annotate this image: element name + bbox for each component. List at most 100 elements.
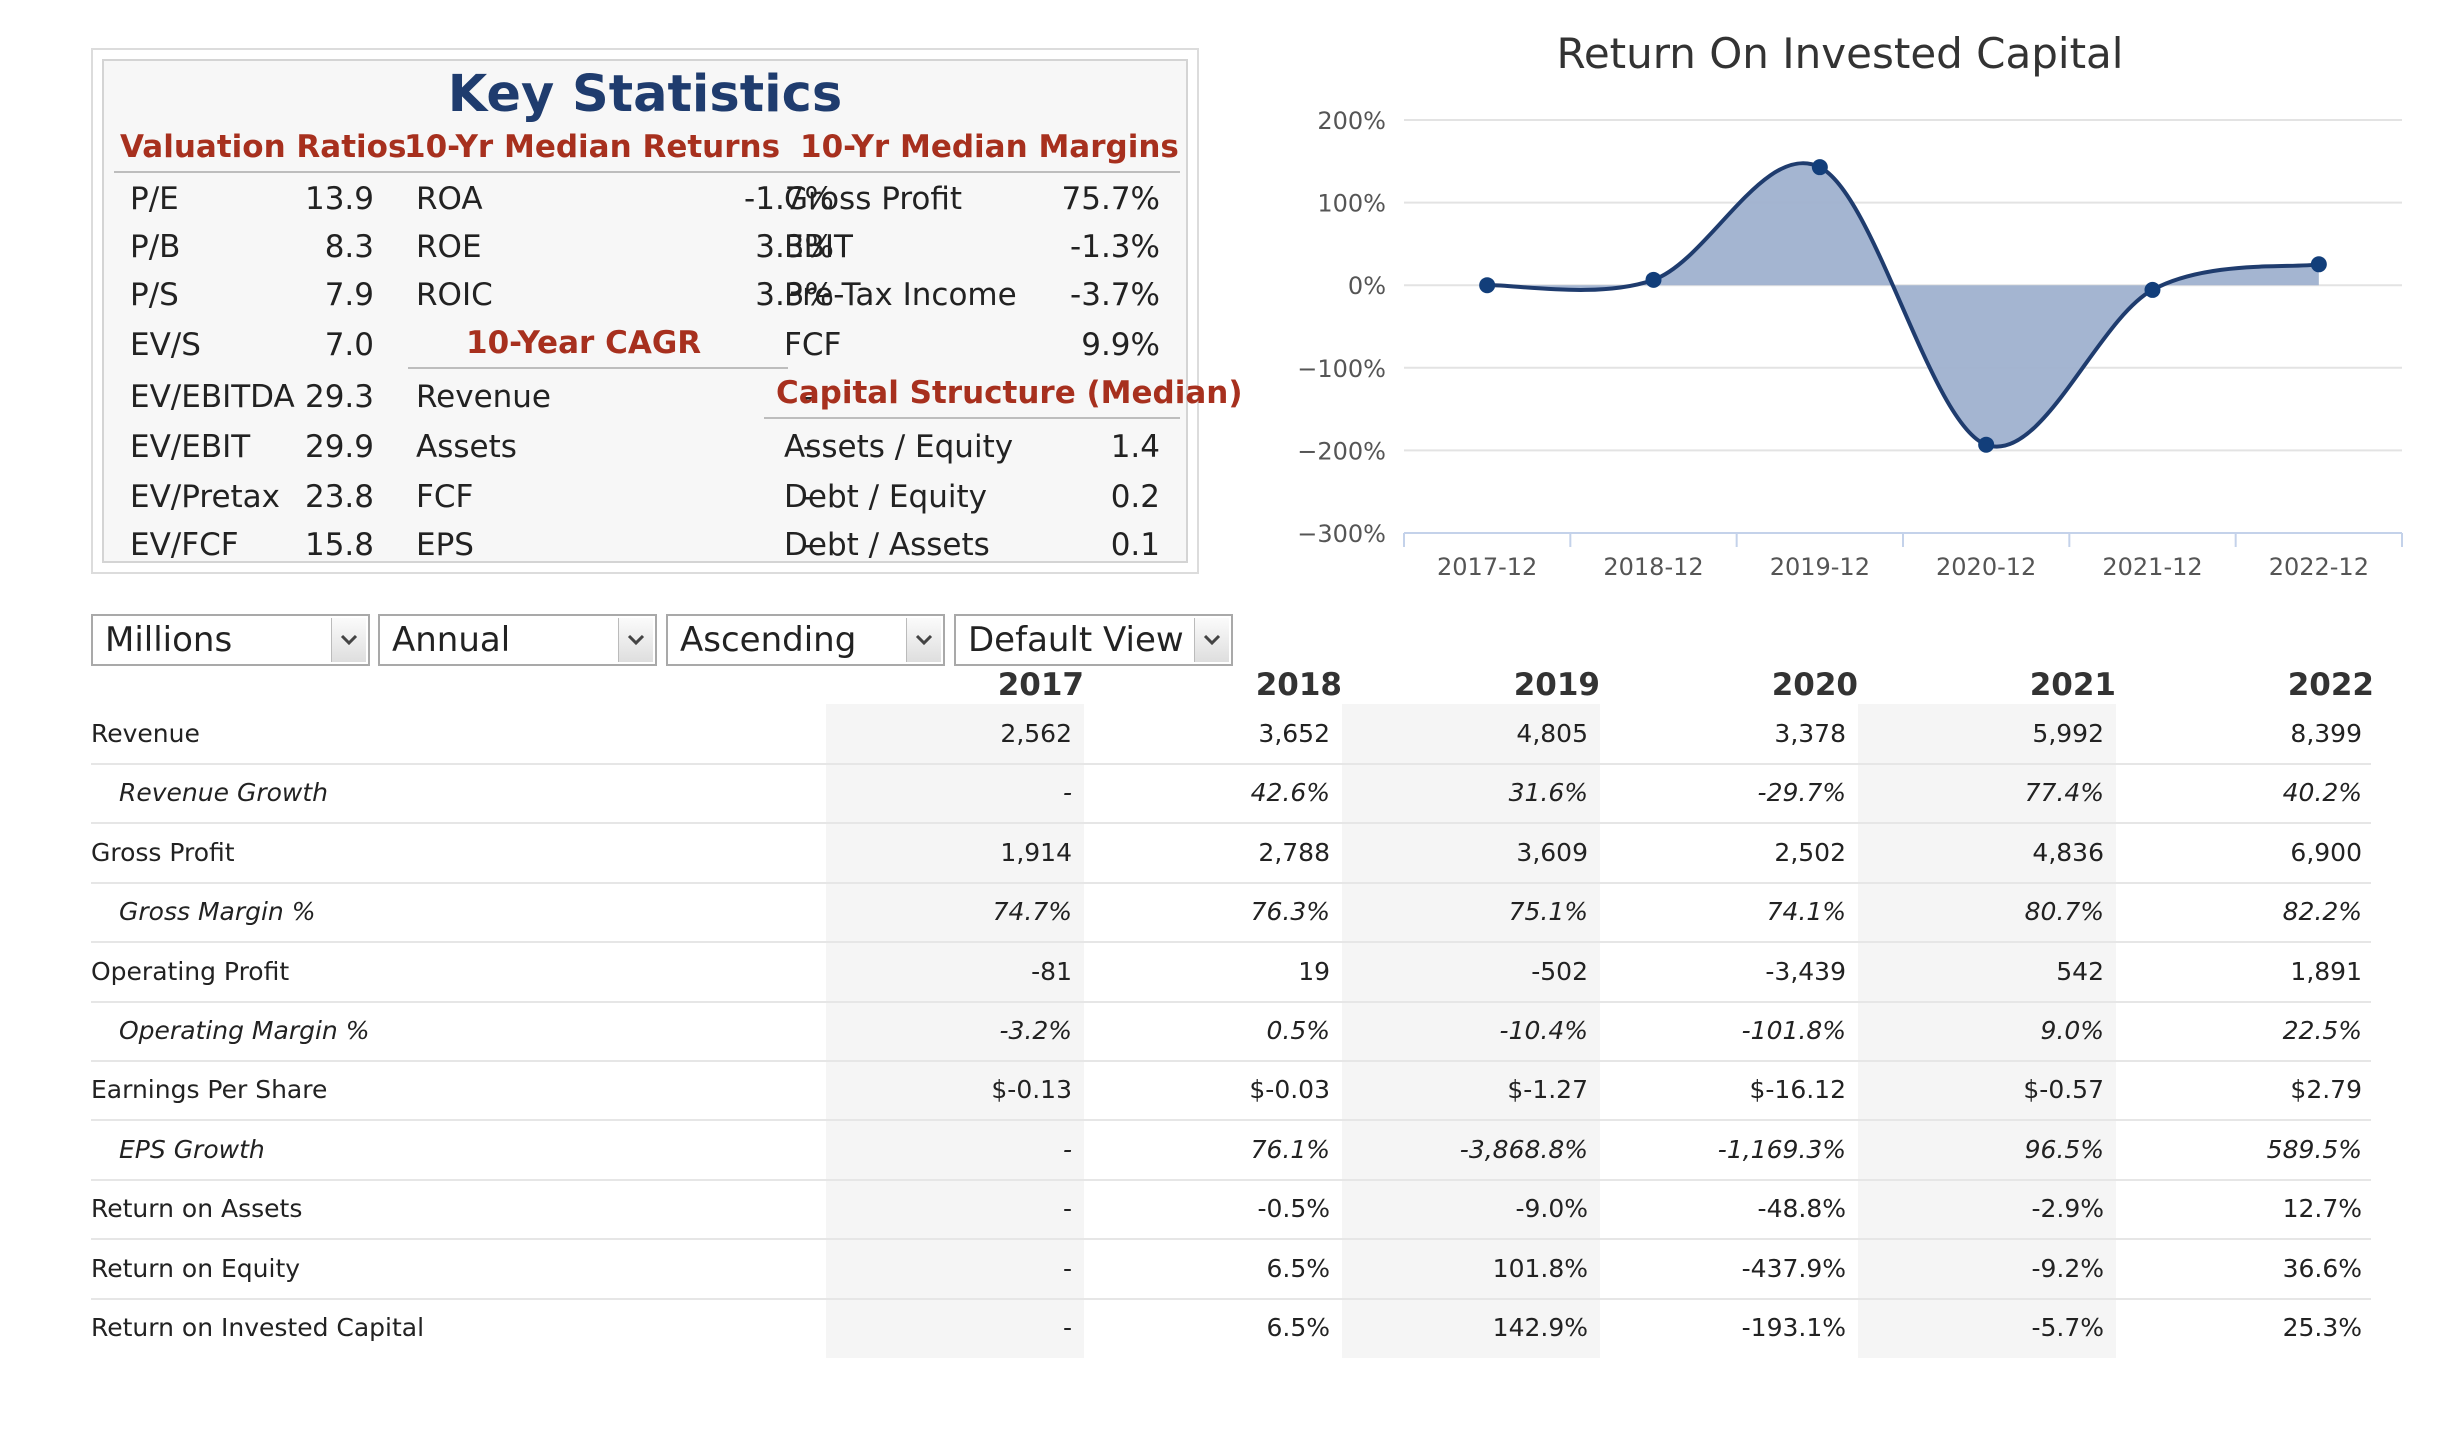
table-row: Operating Margin % -3.2% 0.5% -10.4% -101.8%…: [91, 1001, 2371, 1062]
return-value: 3.3%: [755, 277, 834, 313]
ratio-label: EV/FCF: [130, 527, 239, 563]
table-row: Revenue Growth - 42.6% 31.6% -29.7% 77.4% 40.2…: [91, 763, 2371, 825]
table-row: Gross Profit 1,914 2,788 3,609 2,502 4,836 6,9…: [91, 823, 2371, 884]
y-tick-label: −200%: [1297, 437, 1386, 465]
y-tick-label: −300%: [1297, 520, 1386, 548]
x-tick-label: 2020-12: [1936, 553, 2036, 581]
table-cell: $-0.03: [1249, 1075, 1330, 1105]
row-label: Gross Profit: [91, 837, 235, 867]
capital-label: Debt / Assets: [784, 527, 990, 563]
chart-title: Return On Invested Capital: [1556, 29, 2124, 78]
table-cell: 101.8%: [1492, 1253, 1588, 1283]
y-tick-label: 200%: [1317, 107, 1386, 135]
table-cell: 1,914: [1000, 837, 1072, 867]
table-row: Gross Margin % 74.7% 76.3% 75.1% 74.1% 80.7% 8…: [91, 882, 2371, 944]
table-cell: 76.3%: [1250, 897, 1330, 927]
table-row: Revenue 2,562 3,652 4,805 3,378 5,992 8,399: [91, 704, 2371, 765]
table-cell: 31.6%: [1508, 778, 1588, 808]
y-tick-label: 100%: [1317, 190, 1386, 218]
table-cell: -0.5%: [1257, 1194, 1330, 1224]
table-cell: -: [1062, 1194, 1072, 1224]
ratio-value: 29.9: [304, 429, 374, 465]
x-tick-label: 2019-12: [1770, 553, 1870, 581]
table-cell: 12.7%: [2282, 1194, 2362, 1224]
table-cell: -: [1062, 1253, 1072, 1283]
row-label: Operating Profit: [91, 956, 290, 986]
chevron-down-icon[interactable]: [906, 618, 941, 662]
row-label: Revenue Growth: [119, 778, 328, 808]
return-label: ROIC: [416, 277, 493, 313]
x-tick-label: 2017-12: [1437, 553, 1537, 581]
table-cell: 22.5%: [2282, 1016, 2362, 1045]
table-cell: 2,502: [1774, 837, 1846, 867]
table-cell: 6.5%: [1266, 1253, 1330, 1283]
table-cell: -81: [1031, 956, 1072, 986]
ratio-value: 7.9: [324, 277, 374, 313]
table-cell: 75.1%: [1508, 897, 1588, 927]
table-cell: 82.2%: [2282, 897, 2362, 927]
table-cell: 19: [1298, 956, 1330, 986]
table-cell: 589.5%: [2266, 1134, 2362, 1164]
chevron-down-icon[interactable]: [618, 618, 653, 662]
table-cell: -5.7%: [2031, 1313, 2104, 1342]
year-header: 2021: [2029, 667, 2116, 703]
table-cell: 77.4%: [2024, 778, 2104, 808]
capital-value: 0.2: [1110, 479, 1160, 515]
cagr-value: -: [802, 527, 814, 563]
order-select[interactable]: Ascending: [666, 614, 945, 666]
table-row: EPS Growth - 76.1% -3,868.8% -1,169.3% 96.5% 5…: [91, 1120, 2371, 1181]
year-header: 2022: [2287, 667, 2374, 703]
key-statistics-inner: Key Statistics Valuation Ratios 10-Yr Me…: [102, 59, 1243, 563]
table-cell: 2,562: [1000, 719, 1072, 748]
table-cell: $-0.57: [2023, 1075, 2104, 1105]
row-label: Return on Assets: [91, 1194, 303, 1224]
table-cell: 74.7%: [992, 897, 1072, 927]
cagr-heading: 10-Year CAGR: [466, 325, 702, 361]
table-cell: -437.9%: [1741, 1253, 1846, 1283]
table-cell: 3,609: [1516, 837, 1588, 867]
roic-point: [1811, 159, 1828, 176]
units-select[interactable]: Millions: [91, 614, 370, 666]
year-header: 2018: [1255, 667, 1342, 703]
margin-value: -3.7%: [1070, 277, 1160, 313]
table-cell: 3,652: [1258, 719, 1330, 748]
chevron-down-icon[interactable]: [1194, 618, 1229, 662]
roic-point: [2310, 256, 2327, 273]
margin-label: Gross Profit: [784, 181, 963, 217]
table-cell: 3,378: [1774, 719, 1846, 748]
table-cell: 6.5%: [1266, 1313, 1330, 1342]
y-tick-label: −100%: [1297, 355, 1386, 383]
table-cell: -3,439: [1765, 956, 1846, 986]
table-cell: 542: [2056, 956, 2104, 986]
row-label: Revenue: [91, 719, 200, 748]
return-value: 3.3%: [755, 229, 834, 265]
ratio-value: 15.8: [304, 527, 374, 563]
ratio-value: 7.0: [324, 327, 374, 363]
valuation-ratios-heading: Valuation Ratios: [120, 129, 407, 165]
row-label: EPS Growth: [119, 1134, 265, 1164]
table-cell: 40.2%: [2282, 778, 2362, 808]
margin-value: -1.3%: [1070, 229, 1160, 265]
table-cell: 8,399: [2290, 719, 2362, 748]
table-cell: -: [1062, 1134, 1072, 1164]
capital-value: 1.4: [1110, 429, 1160, 465]
cagr-label: EPS: [416, 527, 474, 563]
table-cell: 25.3%: [2282, 1313, 2362, 1342]
table-row: Earnings Per Share $-0.13 $-0.03 $-1.27 $-16…: [91, 1060, 2371, 1122]
order-select-value: Ascending: [680, 620, 857, 660]
table-cell: 2,788: [1258, 837, 1330, 867]
key-statistics-title: Key Statistics: [447, 65, 843, 124]
roic-point: [2144, 281, 2161, 298]
ratio-value: 23.8: [304, 479, 374, 515]
cagr-divider: [408, 367, 788, 369]
roic-point: [1645, 271, 1662, 288]
chevron-down-icon[interactable]: [331, 618, 366, 662]
table-cell: 6,900: [2290, 837, 2362, 867]
table-row: Return on Assets - -0.5% -9.0% -48.8% -2.9% 12…: [91, 1179, 2371, 1241]
period-select[interactable]: Annual: [378, 614, 657, 666]
table-cell: 36.6%: [2282, 1253, 2362, 1283]
return-label: ROE: [416, 229, 482, 265]
cagr-value: -: [802, 429, 814, 465]
view-select[interactable]: Default View: [954, 614, 1233, 666]
row-label: Return on Equity: [91, 1253, 301, 1283]
